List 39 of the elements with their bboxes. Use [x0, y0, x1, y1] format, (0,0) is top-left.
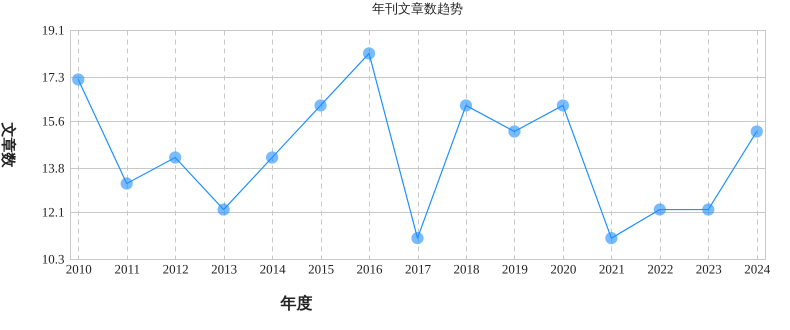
point [605, 232, 618, 244]
x-tick-label: 2018 [453, 262, 480, 276]
point [314, 99, 327, 112]
x-tick-label: 2012 [162, 262, 189, 276]
x-tick-label: 2017 [405, 262, 432, 276]
y-axis-title: 文章数 [0, 122, 18, 168]
y-tick-label: 15.6 [42, 114, 65, 129]
y-tick-label: 12.1 [42, 204, 64, 220]
chart-title: 年刊文章数趋势 [372, 1, 463, 16]
point [266, 151, 278, 164]
x-tick-label: 2022 [647, 262, 674, 276]
x-tick-label: 2021 [598, 262, 625, 276]
x-tick-label: 2011 [114, 262, 140, 276]
point [750, 125, 763, 138]
x-tick-label: 2015 [308, 262, 334, 276]
point [120, 177, 133, 190]
x-tick-label: 2019 [502, 262, 528, 276]
point [460, 99, 472, 112]
x-tick-label: 2010 [66, 262, 92, 276]
x-tick-label: 2013 [211, 262, 238, 276]
point [508, 125, 521, 138]
point [169, 151, 182, 164]
x-axis-title: 年度 [280, 294, 312, 312]
point [362, 47, 376, 60]
point [218, 203, 230, 216]
x-tick-label: 2024 [744, 262, 771, 276]
x-tick-label: 2023 [696, 262, 722, 276]
x-tick-label: 2020 [550, 262, 576, 276]
y-tick-label: 13.8 [42, 160, 64, 176]
x-tick-label: 2016 [356, 262, 384, 276]
x-tick-label: 2014 [260, 262, 286, 276]
point [72, 73, 84, 86]
point [702, 203, 714, 216]
y-tick-label: 10.3 [42, 252, 64, 266]
point [654, 203, 666, 216]
point [556, 99, 570, 112]
y-tick-label: 19.1 [42, 22, 64, 38]
point [411, 232, 424, 244]
y-tick-label: 17.3 [42, 69, 64, 84]
